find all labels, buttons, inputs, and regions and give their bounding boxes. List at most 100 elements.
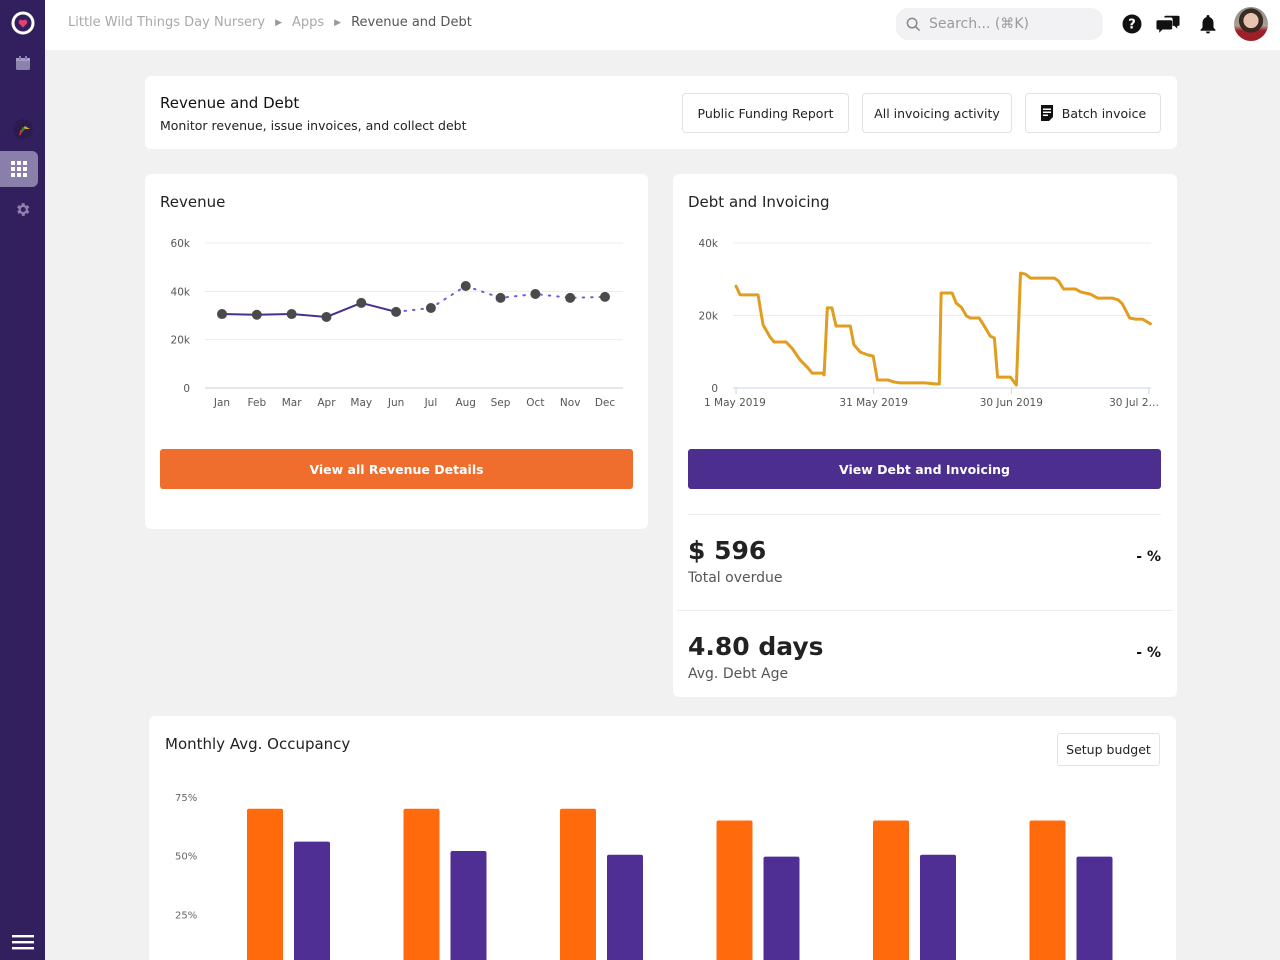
y-tick-label: 40k bbox=[171, 286, 191, 298]
apps-grid-icon[interactable] bbox=[0, 151, 38, 187]
occupancy-bar-a bbox=[403, 808, 440, 960]
x-tick-label: Jan bbox=[213, 397, 230, 409]
search-input[interactable] bbox=[929, 16, 1089, 32]
revenue-point bbox=[495, 292, 506, 303]
debt-line bbox=[734, 271, 1152, 387]
public-funding-report-button[interactable]: Public Funding Report bbox=[682, 93, 849, 133]
occupancy-bar-b bbox=[450, 850, 487, 960]
page-subtitle: Monitor revenue, issue invoices, and col… bbox=[160, 118, 467, 133]
avg-debt-age-label: Avg. Debt Age bbox=[688, 666, 789, 682]
breadcrumb-nursery[interactable]: Little Wild Things Day Nursery bbox=[68, 15, 266, 30]
avg-debt-age-value: 4.80 days bbox=[688, 632, 824, 661]
x-tick-label: 30 Jul 2… bbox=[1109, 397, 1159, 409]
user-avatar[interactable] bbox=[1234, 7, 1268, 41]
revenue-point bbox=[286, 309, 297, 320]
y-tick-label: 20k bbox=[171, 335, 191, 347]
gear-icon[interactable] bbox=[0, 198, 45, 220]
debt-title: Debt and Invoicing bbox=[688, 193, 830, 211]
actual-revenue-line bbox=[221, 301, 397, 318]
revenue-chart: 0 20k 40k 60k Jan Feb Mar Apr May Jun Jul Aug Sep Oct… bbox=[171, 238, 623, 409]
divider bbox=[677, 610, 1173, 611]
help-icon[interactable]: ? bbox=[1120, 12, 1144, 36]
debt-invoicing-card: Debt and Invoicing 0 20k 40k 1 May 2019 31 M… bbox=[673, 174, 1177, 697]
revenue-point bbox=[565, 292, 576, 303]
occupancy-bar-b bbox=[607, 854, 643, 960]
search-icon bbox=[906, 17, 921, 31]
y-tick-label: 0 bbox=[183, 383, 190, 395]
occupancy-bar-a bbox=[1029, 820, 1066, 960]
revenue-point bbox=[251, 309, 262, 320]
hamburger-menu-icon[interactable] bbox=[0, 931, 45, 953]
y-tick-label: 75% bbox=[175, 793, 197, 804]
batch-invoice-label: Batch invoice bbox=[1061, 105, 1147, 121]
revenue-point bbox=[217, 309, 227, 320]
revenue-card: Revenue 0 20k 40k 60k Jan Feb Mar Apr May Jun Jul A… bbox=[145, 174, 648, 529]
toucan-app-icon[interactable] bbox=[0, 117, 45, 141]
setup-budget-button[interactable]: Setup budget bbox=[1057, 733, 1160, 766]
svg-text:?: ? bbox=[1128, 18, 1136, 33]
view-debt-invoicing-button[interactable]: View Debt and Invoicing bbox=[688, 449, 1161, 489]
breadcrumb-apps[interactable]: Apps bbox=[292, 15, 325, 30]
x-tick-label: Nov bbox=[560, 397, 581, 409]
x-tick-label: Sep bbox=[491, 397, 511, 409]
chat-icon[interactable] bbox=[1156, 12, 1180, 36]
revenue-point bbox=[321, 311, 332, 322]
occupancy-bar-b bbox=[763, 856, 800, 960]
revenue-point bbox=[460, 281, 471, 292]
x-tick-label: Feb bbox=[248, 397, 267, 409]
x-tick-label: Jun bbox=[387, 397, 404, 409]
sidebar bbox=[0, 0, 45, 960]
x-tick-label: Oct bbox=[526, 397, 544, 409]
divider bbox=[688, 514, 1161, 515]
y-tick-label: 60k bbox=[171, 238, 191, 250]
x-tick-label: 30 Jun 2019 bbox=[980, 397, 1043, 409]
revenue-point bbox=[356, 297, 367, 308]
document-icon bbox=[1040, 105, 1053, 121]
occupancy-card: Monthly Avg. Occupancy Setup budget 25% 5… bbox=[149, 716, 1176, 960]
occupancy-bar-b bbox=[294, 841, 330, 960]
occupancy-chart: 25% 50% 75% bbox=[175, 793, 1113, 960]
total-overdue-label: Total overdue bbox=[688, 570, 783, 586]
revenue-point bbox=[425, 303, 436, 314]
page-title: Revenue and Debt bbox=[160, 94, 300, 112]
y-tick-label: 0 bbox=[711, 383, 718, 395]
revenue-point bbox=[391, 306, 402, 317]
occupancy-bar-b bbox=[920, 854, 956, 960]
calendar-icon[interactable] bbox=[0, 52, 45, 74]
total-overdue-value: $ 596 bbox=[688, 536, 767, 565]
logo-heart-circle-icon[interactable] bbox=[0, 10, 45, 36]
x-tick-label: 1 May 2019 bbox=[704, 397, 766, 409]
search-box[interactable] bbox=[896, 8, 1103, 40]
breadcrumb: Little Wild Things Day Nursery ▶ Apps ▶ … bbox=[68, 15, 472, 30]
debt-chart: 0 20k 40k 1 May 2019 31 May 2019 30 Jun 2019 3… bbox=[699, 238, 1159, 409]
occupancy-bar-a bbox=[247, 808, 283, 960]
x-tick-label: Dec bbox=[595, 397, 616, 409]
all-invoicing-activity-button[interactable]: All invoicing activity bbox=[862, 93, 1012, 133]
x-tick-label: 31 May 2019 bbox=[839, 397, 907, 409]
y-tick-label: 40k bbox=[699, 238, 719, 250]
top-bar: Little Wild Things Day Nursery ▶ Apps ▶ … bbox=[45, 0, 1280, 50]
occupancy-bar-a bbox=[873, 820, 909, 960]
total-overdue-change: - % bbox=[1136, 549, 1161, 565]
x-tick-label: Apr bbox=[317, 397, 336, 409]
occupancy-bar-a bbox=[716, 820, 753, 960]
x-tick-label: Mar bbox=[282, 397, 302, 409]
x-tick-label: Aug bbox=[455, 397, 476, 409]
revenue-point bbox=[600, 291, 610, 302]
x-tick-label: Jul bbox=[424, 397, 438, 409]
x-tick-label: May bbox=[350, 397, 372, 409]
revenue-title: Revenue bbox=[160, 193, 226, 211]
occupancy-title: Monthly Avg. Occupancy bbox=[165, 735, 351, 753]
breadcrumb-separator-icon: ▶ bbox=[275, 17, 282, 28]
batch-invoice-button[interactable]: Batch invoice bbox=[1025, 93, 1161, 133]
page-header-card: Revenue and Debt Monitor revenue, issue … bbox=[145, 76, 1177, 149]
bell-icon[interactable] bbox=[1196, 12, 1220, 36]
occupancy-bar-b bbox=[1076, 856, 1113, 960]
avg-debt-age-change: - % bbox=[1136, 645, 1161, 661]
revenue-point bbox=[530, 288, 541, 299]
breadcrumb-current: Revenue and Debt bbox=[351, 15, 472, 30]
view-revenue-details-button[interactable]: View all Revenue Details bbox=[160, 449, 633, 489]
occupancy-bar-a bbox=[560, 808, 596, 960]
y-tick-label: 20k bbox=[699, 311, 719, 323]
breadcrumb-separator-icon: ▶ bbox=[334, 17, 342, 28]
